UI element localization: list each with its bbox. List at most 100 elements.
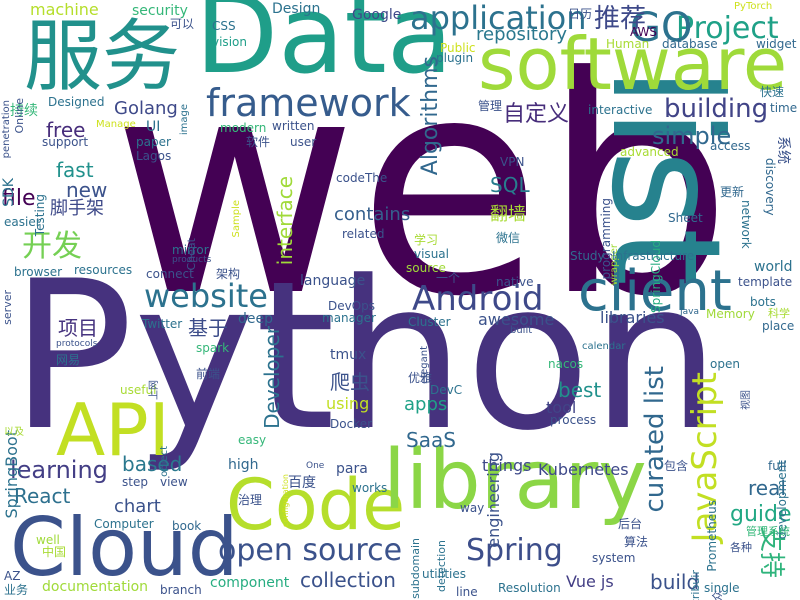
word-branch: branch	[160, 583, 202, 597]
word-paper: paper	[136, 135, 171, 149]
word-network: network	[739, 200, 753, 249]
word-cluster: Cluster	[408, 315, 451, 329]
word-high: high	[228, 457, 259, 473]
word-bots: bots	[750, 295, 776, 309]
word-lagos: Lagos	[136, 149, 172, 163]
word-easy: easy	[238, 433, 267, 447]
word-weixin: 微信	[496, 231, 521, 245]
word-xuexi: 学习	[414, 233, 439, 247]
word-interactive: interactive	[588, 103, 653, 117]
word-baidu: 百度	[288, 475, 316, 491]
word-software: software	[478, 22, 788, 106]
word-study: Study	[570, 249, 605, 263]
word-user: user	[290, 135, 317, 149]
word-open-source: open source	[218, 533, 403, 568]
word-system: system	[592, 551, 636, 565]
word-ui: UI	[146, 119, 161, 135]
word-documentation: documentation	[42, 579, 149, 595]
word-penetration: penetration	[1, 100, 12, 159]
word-youya: 优雅	[408, 371, 433, 385]
word-new: new	[66, 178, 108, 202]
word-interface: interface	[273, 176, 297, 266]
word-yiji: 以及	[4, 427, 24, 438]
word-step: step	[122, 475, 148, 489]
word-template: template	[738, 275, 793, 289]
word-kaifa: 开发	[22, 229, 82, 264]
word-library: library	[383, 433, 647, 528]
word-zidingyi: 自定义	[503, 102, 570, 127]
word-mirror: mirror	[172, 243, 209, 257]
word-qianduan: 前端	[196, 367, 221, 381]
word-shangwang: 上网	[149, 380, 160, 400]
word-source: source	[406, 261, 446, 275]
word-products: products	[172, 255, 212, 265]
word-free: free	[46, 118, 86, 142]
word-computer: Computer	[94, 517, 154, 531]
word-yewu: 业务	[4, 583, 29, 597]
word-shitu: 视图	[741, 390, 752, 410]
word-gengxin: 更新	[720, 185, 745, 199]
word-sdk: SDK	[1, 178, 17, 207]
word-based: based	[122, 452, 183, 476]
word-cloud-word: Cloud	[10, 501, 239, 594]
word-online: Online	[13, 98, 26, 134]
word-gezhong: 各种	[730, 541, 752, 554]
word-android: Android	[412, 279, 544, 319]
word-zhili: 治理	[238, 493, 263, 507]
word-elegant: elegant	[419, 346, 430, 384]
word-xiangmu: 项目	[58, 316, 98, 340]
word-related: related	[342, 227, 385, 241]
word-connect: connect	[146, 267, 194, 281]
word-tool: tool	[546, 398, 577, 417]
word-springboot: SpringBoot	[2, 430, 21, 519]
word-ruanjian: 软件	[246, 135, 271, 149]
word-built: built	[510, 325, 533, 336]
word-vpn: VPN	[500, 155, 525, 169]
word-apps: apps	[404, 394, 448, 415]
word-cheat: Cheat	[185, 238, 198, 271]
word-keyi: 可以	[170, 17, 195, 31]
word-time: time	[770, 101, 798, 115]
word-machine: machine	[30, 0, 99, 19]
word-devops: DevOps	[328, 299, 376, 313]
word-libraries: libraries	[600, 308, 665, 327]
word-pytorch: PyTorch	[734, 1, 773, 12]
word-resolution: Resolution	[498, 581, 561, 595]
word-devc: DevC	[430, 383, 463, 397]
word-single: single	[704, 581, 740, 595]
word-simple: simple	[652, 122, 732, 150]
word-go: GO	[630, 5, 693, 51]
word-nacos: nacos	[548, 357, 584, 371]
word-spring: Spring	[466, 533, 563, 568]
word-fast: fast	[56, 158, 94, 182]
word-manage: Manage	[96, 119, 136, 130]
word-resources: resources	[74, 263, 133, 277]
word-access: access	[710, 139, 751, 153]
word-jiagou: 架构	[216, 267, 241, 281]
word-guide: guide	[730, 502, 792, 527]
word-server: server	[1, 290, 14, 325]
word-engineering: engineering	[484, 452, 503, 548]
word-sql: SQL	[490, 173, 530, 197]
word-saas: SaaS	[406, 428, 456, 452]
word-rili: 日历	[568, 7, 593, 21]
word-spark: spark	[196, 341, 230, 355]
word-project: Project	[676, 11, 779, 46]
word-real: real	[748, 476, 786, 500]
word-utilities: utilities	[422, 567, 466, 581]
word-build: build	[650, 570, 700, 594]
word-book: book	[172, 519, 202, 533]
word-file: file	[2, 186, 36, 211]
word-browser: browser	[14, 265, 63, 279]
word-security: security	[132, 3, 188, 19]
word-human: Human	[606, 37, 650, 51]
word-java: Java	[680, 307, 700, 317]
word-data: Data	[195, 0, 453, 98]
word-framework: framework	[206, 81, 411, 125]
word-docker: Docker	[330, 417, 373, 431]
word-jiyu: 基于	[188, 316, 228, 340]
word-modern: modern	[220, 121, 267, 135]
word-way: way	[460, 501, 485, 515]
word-kubernetes: Kubernetes	[538, 460, 629, 479]
